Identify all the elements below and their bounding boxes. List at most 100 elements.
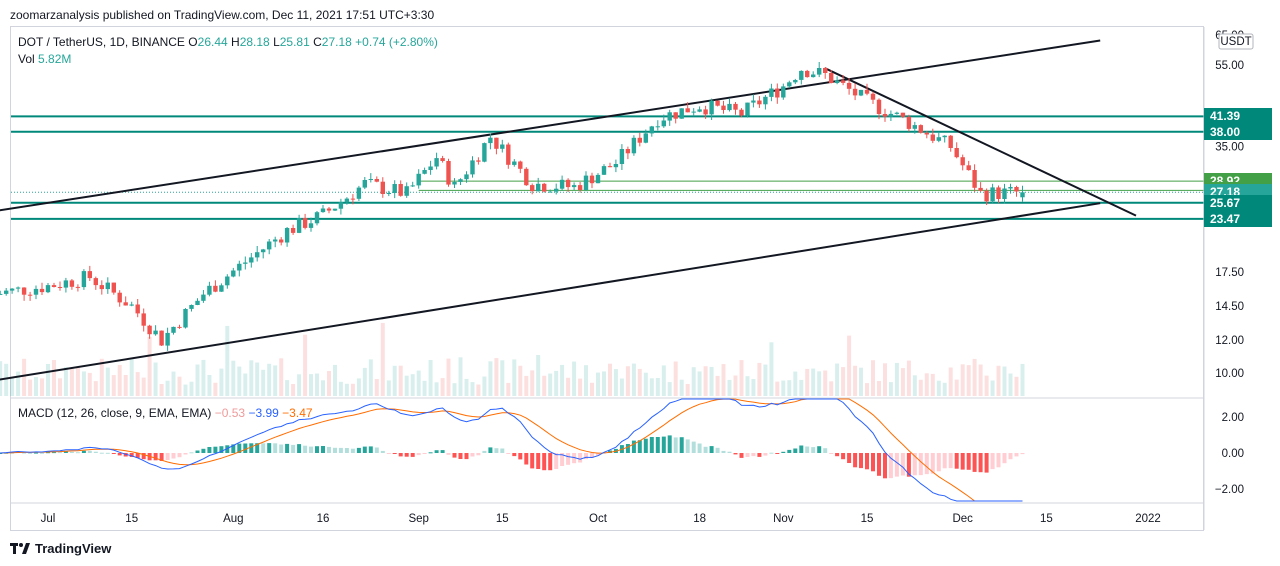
volume-bar: [799, 379, 804, 396]
candle-body: [739, 109, 744, 116]
volume-bar: [69, 368, 74, 396]
macd-histogram-bar: [165, 453, 170, 460]
volume-bar: [984, 375, 989, 396]
macd-histogram-bar: [649, 437, 654, 453]
macd-histogram-bar: [727, 451, 732, 453]
candle-body: [918, 125, 923, 133]
macd-histogram-bar: [978, 453, 983, 473]
volume-bar: [930, 373, 935, 396]
volume-bar: [506, 382, 511, 396]
macd-histogram-bar: [542, 453, 547, 471]
candle-body: [697, 109, 702, 112]
price-axis-label: 14.50: [1215, 301, 1244, 313]
candle-body: [775, 88, 780, 98]
volume-bar: [392, 365, 397, 396]
candle-body: [924, 132, 929, 135]
volume-bar: [691, 367, 696, 396]
volume-bar: [697, 371, 702, 396]
candle-body: [165, 332, 170, 346]
footer-brand-text: TradingView: [35, 541, 112, 556]
macd-histogram-bar: [703, 446, 708, 453]
time-axis-label: 2022: [1135, 513, 1161, 525]
time-axis-label: Oct: [589, 513, 608, 525]
trendline[interactable]: [0, 39, 1101, 212]
macd-histogram-bar: [912, 453, 917, 476]
macd-histogram-bar: [135, 453, 140, 458]
macd-histogram-bar: [356, 447, 361, 453]
candle-body: [500, 144, 505, 149]
volume-bar: [554, 370, 559, 396]
volume-bar: [368, 359, 373, 396]
candle-body: [631, 137, 637, 154]
time-axis-label: Nov: [773, 513, 794, 525]
macd-histogram-bar: [22, 452, 27, 454]
trendline[interactable]: [824, 67, 1137, 217]
candle-body: [840, 80, 846, 83]
volume-bar: [338, 381, 343, 396]
volume-bar: [948, 367, 953, 396]
volume-bar: [787, 380, 792, 396]
volume-bar: [847, 335, 852, 396]
volume-bar: [117, 365, 122, 396]
candle-body: [4, 290, 9, 294]
tradingview-brand[interactable]: TradingView: [10, 541, 111, 556]
volume-bar: [631, 363, 636, 396]
macd-legend[interactable]: MACD (12, 26, close, 9, EMA, EMA) −0.53 …: [18, 406, 313, 420]
volume-bar: [177, 376, 182, 396]
macd-histogram-bar: [129, 453, 134, 457]
macd-histogram-bar: [46, 452, 50, 454]
volume-bar: [1008, 373, 1013, 396]
volume-bar: [888, 382, 893, 396]
macd-histogram-bar: [572, 453, 577, 464]
candle-body: [207, 285, 212, 295]
candle-body: [69, 280, 75, 287]
macd-histogram-bar: [297, 444, 302, 453]
macd-axis-label: 2.00: [1222, 412, 1244, 424]
volume-bar: [380, 322, 385, 396]
legend-open-label: O: [188, 35, 198, 49]
macd-histogram-bar: [458, 453, 463, 459]
candle-body: [769, 88, 774, 97]
legend-change: +0.74 (+2.80%): [355, 35, 438, 49]
time-axis-label: Dec: [952, 513, 973, 525]
currency-badge[interactable]: USDT: [1218, 33, 1254, 50]
volume-bar: [871, 360, 875, 396]
volume-bar: [344, 383, 349, 396]
candle-body: [548, 191, 553, 193]
volume-bar: [22, 358, 27, 396]
volume-bar: [141, 377, 146, 396]
tradingview-logo-icon: [10, 542, 30, 554]
candle-body: [721, 105, 726, 110]
volume-bar: [225, 325, 230, 396]
macd-histogram-bar: [918, 453, 923, 476]
macd-histogram-bar: [482, 450, 487, 453]
macd-histogram-bar: [321, 446, 325, 453]
volume-bar: [877, 381, 881, 396]
macd-histogram-bar: [452, 453, 457, 458]
candle-body: [942, 135, 947, 138]
volume-bar: [500, 360, 505, 396]
volume-legend[interactable]: Vol 5.82M: [18, 52, 71, 66]
candle-body: [667, 112, 672, 121]
volume-bar: [572, 361, 577, 396]
macd-histogram-bar: [189, 452, 194, 454]
candle-body: [237, 263, 242, 271]
candle-body: [506, 144, 511, 165]
legend-close: 27.18: [321, 35, 352, 49]
macd-histogram-bar: [715, 447, 720, 453]
candle-body: [960, 157, 965, 166]
candle-body: [135, 304, 140, 314]
macd-histogram-bar: [261, 443, 266, 453]
main-legend[interactable]: DOT / TetherUS, 1D, BINANCE O26.44 H28.1…: [18, 35, 438, 49]
candle-body: [117, 292, 122, 303]
macd-histogram-bar: [548, 453, 553, 471]
volume-bar: [422, 380, 427, 396]
trendline[interactable]: [0, 202, 1101, 381]
candle-body: [518, 161, 523, 169]
volume-bar: [560, 364, 565, 396]
candle-body: [111, 282, 116, 293]
volume-bar: [805, 368, 810, 396]
volume-bar: [315, 373, 319, 396]
candle-body: [930, 134, 935, 141]
